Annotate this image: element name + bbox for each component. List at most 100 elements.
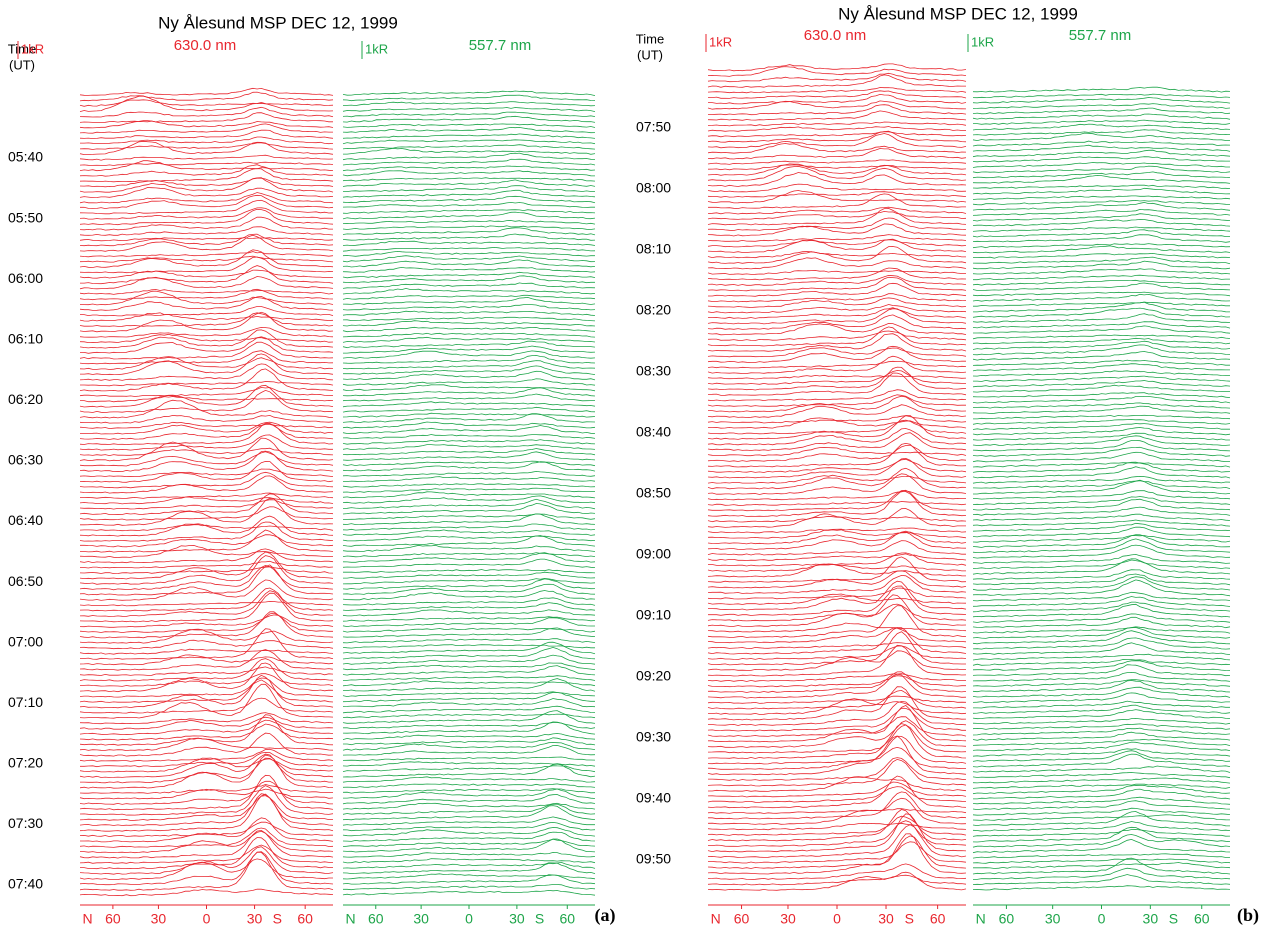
time-label: 06:50 (8, 573, 43, 589)
scan-trace (343, 476, 596, 483)
scale-label: 1kR (365, 41, 388, 56)
scan-trace (79, 515, 334, 537)
scan-trace (342, 874, 596, 885)
scan-trace (79, 723, 334, 741)
scan-trace (972, 462, 1231, 468)
scan-trace (707, 716, 967, 737)
x-tick-label: N (83, 911, 93, 927)
scan-trace (707, 130, 967, 143)
x-tick-label: S (905, 911, 914, 927)
scan-trace (707, 622, 967, 633)
scan-trace (342, 152, 596, 161)
scan-trace (79, 199, 334, 215)
scan-trace (707, 675, 966, 688)
scan-trace (342, 316, 596, 322)
scan-trace (342, 246, 596, 252)
scan-trace (342, 578, 596, 590)
scan-trace (79, 551, 334, 580)
scan-trace (79, 492, 334, 499)
scan-trace (972, 419, 1231, 425)
scan-trace (708, 705, 967, 743)
scan-trace (707, 223, 967, 237)
scale-label: 1kR (971, 34, 994, 49)
scan-trace (972, 874, 1231, 885)
scan-trace (342, 354, 596, 364)
scan-trace (707, 529, 967, 539)
scan-trace (707, 457, 967, 479)
scan-trace (707, 172, 967, 187)
scan-trace (79, 290, 334, 306)
scan-trace (342, 296, 596, 305)
scan-trace (79, 451, 334, 467)
scan-trace (972, 573, 1231, 586)
scan-trace (342, 821, 596, 832)
scan-trace (342, 444, 596, 451)
scan-trace (972, 461, 1231, 473)
scan-trace (707, 274, 967, 286)
scan-trace (342, 139, 596, 145)
scan-trace (342, 680, 596, 687)
scan-trace (972, 558, 1231, 575)
scan-trace (707, 206, 967, 215)
scan-trace (342, 535, 596, 547)
scan-trace (79, 544, 333, 558)
scan-trace (79, 99, 334, 107)
x-tick-label: S (1169, 911, 1178, 927)
scan-trace (708, 776, 967, 792)
scan-trace (972, 750, 1231, 762)
scan-trace (972, 522, 1231, 532)
scan-trace (972, 777, 1231, 784)
scan-trace (707, 735, 967, 776)
scan-trace (972, 396, 1231, 404)
scan-trace (79, 251, 334, 258)
scan-trace (972, 738, 1231, 746)
scan-trace (707, 93, 967, 105)
scan-trace (342, 401, 596, 408)
time-label: 08:30 (636, 363, 671, 379)
scan-trace (79, 748, 334, 762)
scan-trace (707, 163, 967, 176)
scan-trace (342, 158, 596, 166)
x-tick-label: 0 (203, 911, 211, 927)
scan-trace (79, 785, 334, 816)
scan-trace (707, 490, 966, 501)
scan-trace (79, 888, 334, 897)
scan-trace (707, 627, 967, 655)
scan-trace (973, 414, 1231, 420)
time-label: 07:00 (8, 633, 43, 649)
scan-trace (972, 814, 1231, 821)
scan-trace (972, 234, 1231, 243)
scan-trace (342, 529, 596, 536)
scan-trace (972, 351, 1231, 361)
scan-trace (972, 717, 1231, 725)
scan-trace (342, 451, 596, 461)
scan-trace (707, 333, 967, 352)
scan-trace (79, 658, 334, 682)
scan-trace (342, 733, 596, 740)
scan-trace (973, 867, 1231, 880)
scan-trace (79, 793, 334, 832)
scan-trace (342, 144, 596, 150)
scan-trace (707, 360, 967, 369)
scan-trace (79, 600, 334, 607)
scan-trace (707, 131, 967, 138)
time-label: 06:40 (8, 512, 43, 528)
scan-trace (79, 719, 334, 736)
scan-trace (80, 673, 334, 687)
scan-trace (343, 884, 596, 891)
scan-trace (79, 754, 334, 789)
scan-trace (79, 386, 334, 397)
scan-trace (343, 365, 596, 375)
scan-trace (707, 164, 967, 171)
scan-trace (972, 282, 1231, 291)
scan-trace (79, 95, 334, 112)
scan-trace (80, 757, 333, 784)
scan-trace (972, 344, 1231, 356)
scan-trace (80, 353, 334, 376)
scan-trace (972, 741, 1231, 752)
time-label: 06:20 (8, 391, 43, 407)
scan-trace (707, 444, 967, 462)
x-tick-label: N (976, 911, 986, 927)
scan-trace (707, 330, 967, 341)
scan-trace (972, 506, 1231, 516)
